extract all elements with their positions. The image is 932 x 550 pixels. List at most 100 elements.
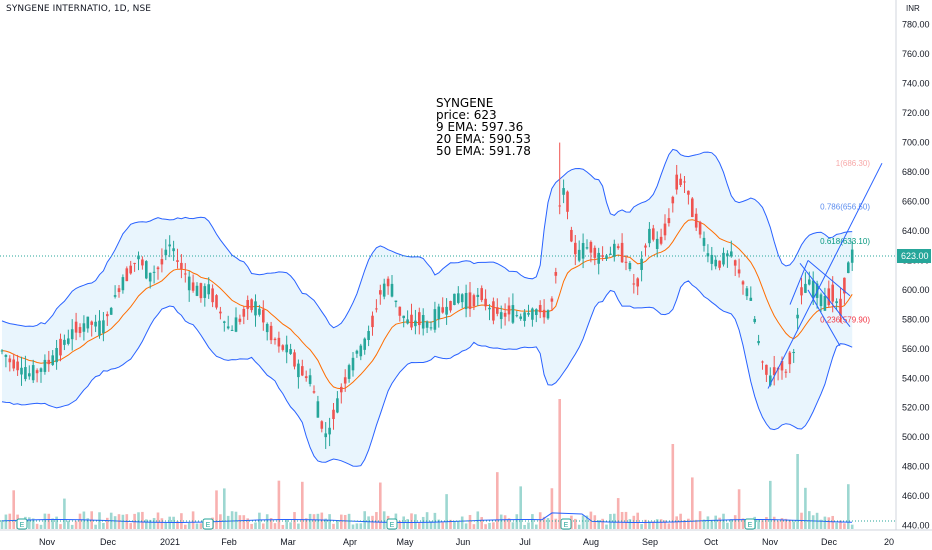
candle-body [168,244,171,247]
candle-body [238,318,242,322]
volume-bar [265,514,269,529]
candle-body [667,218,671,224]
volume-bar [492,522,495,529]
candle-body [137,255,140,260]
candle-body [843,277,846,294]
candle-body [531,308,534,320]
candle-body [632,283,636,285]
y-tick-label: 500.00 [902,432,930,442]
svg-text:E: E [748,522,753,529]
volume-bar [277,480,281,529]
candle-body [835,301,838,304]
candle-body [293,352,296,367]
candle-body [714,259,717,267]
volume-bar [141,511,144,529]
candle-body [63,339,66,345]
volume-bar [675,516,678,529]
volume-bar [714,515,717,529]
bollinger-lower [1,280,853,467]
candle-body [527,312,530,315]
candle-body [28,373,31,377]
volume-bar [480,517,483,529]
volume-bar [776,520,780,529]
volume-bar [63,498,66,529]
candle-body [437,306,441,320]
volume-bar [788,519,792,529]
volume-bar [308,513,312,529]
candle-body [265,323,269,333]
candle-body [152,271,156,273]
volume-bar [441,522,444,529]
volume-bar [515,514,519,529]
volume-bar [499,514,503,529]
fib-level-label: 0.786(656.50) [820,203,870,212]
volume-bar [698,511,702,529]
candle-body [589,241,593,253]
candle-body [566,191,569,212]
earnings-marker-icon[interactable]: E [16,518,28,530]
candle-body [4,355,8,357]
candle-body [624,261,628,263]
info-name: SYNGENE [436,96,494,110]
volume-bar [655,519,659,529]
candle-body [316,401,320,418]
candle-body [605,255,608,259]
volume-bar [663,520,667,529]
earnings-marker-icon[interactable]: E [386,518,398,530]
svg-text:E: E [564,522,569,529]
earnings-marker-icon[interactable]: E [202,518,214,530]
candle-body [780,361,784,371]
volume-bar [605,524,608,529]
volume-bar [156,512,160,529]
volume-bar [683,520,686,529]
candle-body [433,309,437,330]
candle-body [675,174,678,190]
volume-bar [351,524,355,529]
x-tick-label: Oct [704,537,719,547]
volume-bar [425,512,429,529]
earnings-marker-icon[interactable]: E [744,518,756,530]
candle-body [113,295,117,297]
volume-bar [421,516,425,529]
candle-body [98,320,101,336]
volume-bar [312,514,316,529]
candle-body [172,248,175,252]
volume-bar [527,522,530,529]
candle-body [277,337,281,347]
candle-body [648,228,651,244]
volume-bar [332,523,335,529]
candle-body [414,320,417,327]
candle-body [187,276,191,291]
volume-bar [730,519,733,529]
candle-body [308,375,312,384]
candle-body [234,317,238,332]
candle-body [710,254,714,264]
volume-bar [59,524,62,529]
volume-bar [316,513,320,529]
candle-body [823,296,827,311]
volume-bar [129,523,132,529]
candle-body [644,245,647,248]
candle-body [273,338,277,341]
earnings-marker-icon[interactable]: E [560,518,572,530]
volume-bar [784,518,788,529]
candle-body [145,261,148,279]
svg-text:E: E [20,522,25,529]
candle-body [320,421,324,429]
volume-bar [31,518,35,529]
candle-body [242,308,246,317]
candle-body [722,252,725,265]
indicator-info-box: SYNGENE price: 623 9 EMA: 597.36 20 EMA:… [436,97,531,157]
candle-body [515,315,519,317]
volume-bar [609,513,612,529]
candle-body [410,314,413,328]
candle-body [355,350,359,354]
candle-body [191,282,195,291]
candle-body [31,365,35,381]
wedge-top [807,260,851,297]
candle-body [558,205,561,207]
wedge-diagonal [799,263,851,328]
volume-bar [355,523,359,529]
candle-body [804,283,807,293]
